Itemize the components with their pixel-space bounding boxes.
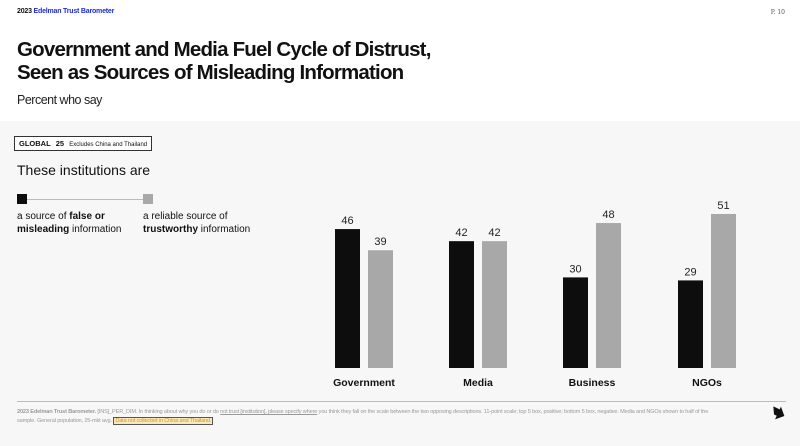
- category-label-ngos: NGOs: [692, 377, 722, 389]
- bar-government-trustworthy: [368, 250, 393, 368]
- legend-label-misleading: a source of false or misleading informat…: [17, 210, 122, 236]
- bar-ngos-trustworthy: [711, 213, 736, 368]
- bar-government-misleading: [335, 229, 360, 368]
- page-subtitle: Percent who say: [17, 93, 102, 107]
- legend-left-pre: a source of: [17, 211, 70, 222]
- bar-ngos-misleading: [678, 280, 703, 368]
- category-label-government: Government: [333, 377, 395, 389]
- question-lead: These institutions are: [17, 162, 151, 178]
- legend-right-bold: trustworthy: [143, 224, 198, 235]
- global-label: GLOBAL: [19, 139, 51, 148]
- page-title: Government and Media Fuel Cycle of Distr…: [17, 38, 431, 84]
- title-line-1: Government and Media Fuel Cycle of Distr…: [17, 38, 431, 61]
- footnote-highlight: Data not collected in China and Thailand…: [113, 416, 214, 425]
- legend-swatch-misleading: [17, 194, 27, 204]
- footnote-text-1: [INS]_PER_DIM. In thinking about why you…: [95, 409, 221, 415]
- category-label-business: Business: [569, 377, 616, 389]
- legend-left-bold1: false or: [69, 211, 105, 222]
- global-count: 25: [55, 139, 65, 148]
- footnote-underlined: not trust [institution], please specify …: [220, 409, 318, 415]
- bar-business-misleading: [563, 277, 588, 368]
- bar-business-trustworthy: [596, 223, 621, 368]
- footnote-text-2: you think they fall on the scale between…: [17, 409, 709, 424]
- legend-right-post: information: [198, 224, 251, 235]
- legend-left-bold2: misleading: [17, 224, 70, 235]
- data-label-ngos-misleading: 29: [684, 266, 696, 278]
- legend-left-post: information: [69, 224, 122, 235]
- page-number: P. 10: [770, 9, 785, 16]
- category-label-media: Media: [463, 377, 493, 389]
- data-label-business-trustworthy: 48: [602, 209, 614, 221]
- source-footnote: 2023 Edelman Trust Barometer. [INS]_PER_…: [17, 408, 717, 425]
- bar-media-trustworthy: [482, 241, 507, 368]
- legend-label-trustworthy: a reliable source of trustworthy informa…: [143, 210, 250, 236]
- brand-year: 2023: [17, 8, 32, 15]
- data-label-business-misleading: 30: [569, 263, 581, 275]
- legend-scale-line: [21, 199, 147, 200]
- data-label-government-trustworthy: 39: [374, 236, 386, 248]
- data-label-ngos-trustworthy: 51: [717, 200, 729, 212]
- legend-right-pre: a reliable source of: [143, 211, 228, 222]
- data-label-media-trustworthy: 42: [488, 227, 500, 239]
- arrow-turn-right-icon[interactable]: [770, 405, 786, 421]
- footnote-source: 2023 Edelman Trust Barometer.: [17, 409, 96, 415]
- brand-logo: 2023 Edelman Trust Barometer: [17, 8, 114, 15]
- footer-divider: [17, 401, 786, 402]
- global-badge: GLOBAL 25 Excludes China and Thailand: [14, 136, 153, 151]
- bar-media-misleading: [449, 241, 474, 368]
- legend-swatch-trustworthy: [143, 194, 153, 204]
- header-area: [0, 0, 800, 121]
- data-label-media-misleading: 42: [455, 227, 467, 239]
- brand-name: Edelman Trust Barometer: [33, 8, 115, 15]
- global-note: Excludes China and Thailand: [69, 142, 148, 148]
- data-label-government-misleading: 46: [341, 215, 353, 227]
- title-line-2: Seen as Sources of Misleading Informatio…: [17, 61, 404, 84]
